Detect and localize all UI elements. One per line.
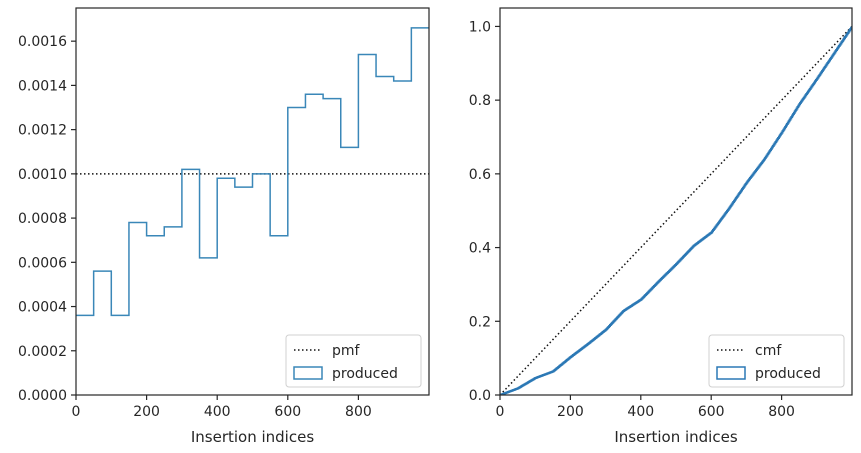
legend: cmf produced — [708, 334, 845, 388]
y-tick-label: 0.6 — [469, 167, 491, 183]
axes-frame — [75, 7, 430, 396]
y-tick-label: 0.0014 — [18, 78, 67, 94]
legend-box — [285, 334, 422, 388]
series-produced-line — [500, 26, 852, 395]
x-tick-label: 400 — [627, 404, 654, 420]
legend: pmf produced — [285, 334, 422, 388]
y-tick-label: 0.0010 — [18, 167, 67, 183]
x-axis-label: Insertion indices — [614, 428, 737, 446]
legend-label-cmf: cmf — [755, 343, 782, 359]
y-tick-label: 0.0008 — [18, 211, 67, 227]
x-tick-label: 400 — [204, 404, 231, 420]
series-produced-line — [76, 27, 429, 317]
y-tick-label: 0.0002 — [18, 344, 67, 360]
y-tick-label: 0.0000 — [18, 388, 67, 404]
x-tick-label: 200 — [133, 404, 160, 420]
x-axis-label: Insertion indices — [191, 428, 314, 446]
x-tick-label: 800 — [768, 404, 795, 420]
y-tick-label: 1.0 — [469, 19, 491, 35]
series-cmf-reference-line — [500, 25, 852, 395]
y-tick-label: 0.8 — [469, 93, 491, 109]
axes-frame — [499, 7, 853, 396]
y-tick-label: 0.0 — [469, 388, 491, 404]
legend-label-produced: produced — [332, 366, 398, 382]
y-tick-label: 0.2 — [469, 314, 491, 330]
x-tick-label: 600 — [274, 404, 301, 420]
pmf-histogram-panel: 0 200 400 600 800 0.0000 0.0002 0.0004 0.0006 0.0… — [18, 7, 430, 446]
x-tick-label: 0 — [496, 404, 505, 420]
legend-label-pmf: pmf — [332, 343, 361, 359]
cmf-panel: 0 200 400 600 800 0.0 0.2 0.4 0.6 0.8 1.0 Insertion… — [469, 7, 853, 446]
legend-box — [708, 334, 845, 388]
legend-swatch-produced — [716, 366, 746, 380]
y-tick-label: 0.0012 — [18, 123, 67, 139]
legend-swatch-produced — [293, 366, 323, 380]
x-tick-label: 0 — [72, 404, 81, 420]
y-tick-label: 0.0016 — [18, 34, 67, 50]
plot-area — [76, 27, 429, 317]
legend-label-produced: produced — [755, 366, 821, 382]
x-tick-label: 800 — [345, 404, 372, 420]
y-tick-label: 0.0004 — [18, 300, 67, 316]
x-tick-label: 600 — [698, 404, 725, 420]
plot-area — [500, 25, 852, 395]
y-tick-label: 0.4 — [469, 241, 491, 257]
x-tick-label: 200 — [557, 404, 584, 420]
y-tick-label: 0.0006 — [18, 255, 67, 271]
